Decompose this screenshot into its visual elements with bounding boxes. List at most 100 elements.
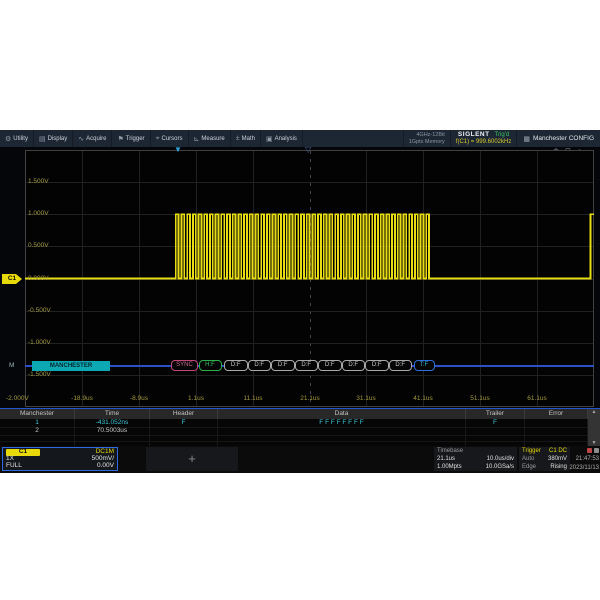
decode-box-data: D:F (224, 360, 248, 371)
timebase-box[interactable]: Timebase 21.1us 10.0us/div 1.00Mpts 10.0… (434, 447, 517, 471)
v-axis-label: 0.500V (28, 242, 49, 249)
add-channel-button[interactable]: + (146, 447, 238, 471)
menu-item-display[interactable]: ▤ Display (34, 130, 74, 147)
decode-box-data: D:F (318, 360, 342, 371)
t-axis-label: 31.1us (356, 395, 376, 402)
c1-ground-level-marker[interactable]: C1 (2, 274, 22, 284)
table-row[interactable]: 2 70.5003us (0, 427, 588, 436)
menu-item-label: Display (47, 135, 68, 142)
t-axis-label: 41.1us (413, 395, 433, 402)
table-cell (150, 441, 218, 446)
menu-item-label: Utility (13, 135, 28, 142)
timebase-scale: 10.0us/div (486, 455, 514, 462)
menu-items: ⚙ Utility ▤ Display ∿ Acquire ⚑ Trigger ⌖ Cursors… (0, 130, 303, 147)
decode-channel-marker: M (9, 362, 15, 369)
table-header-header: Header (150, 409, 218, 419)
table-cell (218, 427, 466, 435)
menu-right-section: 4GHz-12Bit 1Gpts Memory SIGLENT Trig'd f… (402, 130, 600, 147)
menu-item-analysis[interactable]: ▣ Analysis (261, 130, 303, 147)
clock-date: 2023/11/13 (569, 464, 599, 471)
table-cell: F F F F F F F F (218, 419, 466, 427)
menu-item-measure[interactable]: ⊾ Measure (189, 130, 231, 147)
config-button-label: Manchester CONFIG (532, 135, 594, 142)
menu-item-label: Measure (201, 135, 225, 142)
decode-box-data: D:F (341, 360, 365, 371)
t-axis-label: 11.1us (243, 395, 263, 402)
usb-icon (594, 448, 599, 453)
grid-line-horizontal (26, 279, 593, 280)
t-axis-label: 51.1us (470, 395, 490, 402)
grid-line-horizontal (26, 182, 593, 183)
math-icon: ± (235, 135, 240, 142)
trigger-source: C1 DC (548, 448, 567, 454)
t-axis-label: 1.1us (188, 395, 204, 402)
memory-label: 1Gpts Memory (408, 138, 445, 145)
v-axis-label: 1.000V (28, 210, 49, 217)
table-header-trailer: Trailer (466, 409, 525, 419)
decode-box-data: D:F (247, 360, 271, 371)
decode-box-data: D:F (271, 360, 295, 371)
v-axis-label: -1.500V (28, 371, 51, 378)
utility-icon: ⚙ (5, 135, 12, 143)
trigger-position-marker[interactable]: ▼ (174, 145, 182, 154)
table-header-manchester: Manchester (0, 409, 75, 419)
menu-item-label: Cursors (161, 135, 183, 142)
decode-table: ▲ ▼ Manchester Time Header Data Trailer Error… (0, 408, 600, 447)
menu-item-label: Trigger (125, 135, 145, 142)
t-axis-label: 61.1us (527, 395, 547, 402)
trigger-delay-marker[interactable]: ▽ (305, 145, 312, 154)
table-cell (525, 435, 588, 441)
timebase-title: Timebase (437, 448, 464, 454)
table-row[interactable] (0, 435, 588, 442)
trigger-slope: Rising (550, 463, 567, 470)
analysis-icon: ▣ (265, 135, 273, 143)
v-axis-label: 1.500V (28, 178, 49, 185)
trigger-icon: ⚑ (117, 135, 124, 143)
menu-item-acquire[interactable]: ∿ Acquire (73, 130, 113, 147)
menu-item-trigger[interactable]: ⚑ Trigger (112, 130, 151, 147)
decode-protocol-badge[interactable]: MANCHESTER (32, 361, 110, 371)
clock-time: 21:47:53 (575, 455, 599, 462)
v-axis-label: 0.000V (28, 275, 49, 282)
trigger-level: 380mV (547, 455, 567, 462)
menu-item-label: Analysis (274, 135, 297, 142)
c1-scale: 500mV/ (91, 454, 114, 462)
grid-line-horizontal (26, 375, 593, 376)
menu-item-utility[interactable]: ⚙ Utility (0, 130, 34, 147)
table-cell: F (466, 419, 525, 427)
table-header-time: Time (75, 409, 150, 419)
table-cell: -431.052ns (75, 419, 150, 427)
brand-logo: SIGLENT (457, 131, 490, 138)
decode-box-data: D:F (365, 360, 389, 371)
grid-line-horizontal (26, 343, 593, 344)
table-cell: F (150, 419, 218, 427)
trigger-box[interactable]: Trigger C1 DC Auto 380mV Edge Rising (519, 447, 570, 471)
brand-block: SIGLENT Trig'd f(C1) = 999.6002kHz (449, 130, 517, 147)
table-cell (0, 441, 75, 446)
menu-bar: ⚙ Utility ▤ Display ∿ Acquire ⚑ Trigger ⌖ Cursors… (0, 130, 600, 147)
scroll-down-icon[interactable]: ▼ (591, 440, 597, 446)
table-cell (75, 441, 150, 446)
manchester-config-button[interactable]: ▦ Manchester CONFIG (516, 130, 600, 147)
frequency-readout: f(C1) = 999.6002kHz (455, 139, 512, 145)
table-cell (218, 435, 466, 441)
measure-icon: ⊾ (193, 135, 200, 143)
c1-probe: 1X (6, 454, 14, 462)
v-axis-label: -1.000V (28, 339, 51, 346)
menu-item-math[interactable]: ± Math (231, 130, 261, 147)
table-cell (75, 435, 150, 441)
decode-box-data: D:F (294, 360, 318, 371)
c1-bandwidth: FULL (6, 461, 22, 469)
channel-c1-box[interactable]: C1 DC1M 1X 500mV/ FULL 0.00V (2, 447, 118, 471)
cursors-icon: ⌖ (155, 134, 160, 142)
table-cell: 1 (0, 419, 75, 427)
config-icon: ▦ (523, 135, 530, 143)
scroll-up-icon[interactable]: ▲ (591, 409, 597, 415)
menu-item-cursors[interactable]: ⌖ Cursors (151, 130, 189, 147)
decode-box-data: D:F (388, 360, 412, 371)
trigger-title: Trigger (522, 448, 541, 454)
table-cell (150, 427, 218, 435)
table-cell: 2 (0, 427, 75, 435)
